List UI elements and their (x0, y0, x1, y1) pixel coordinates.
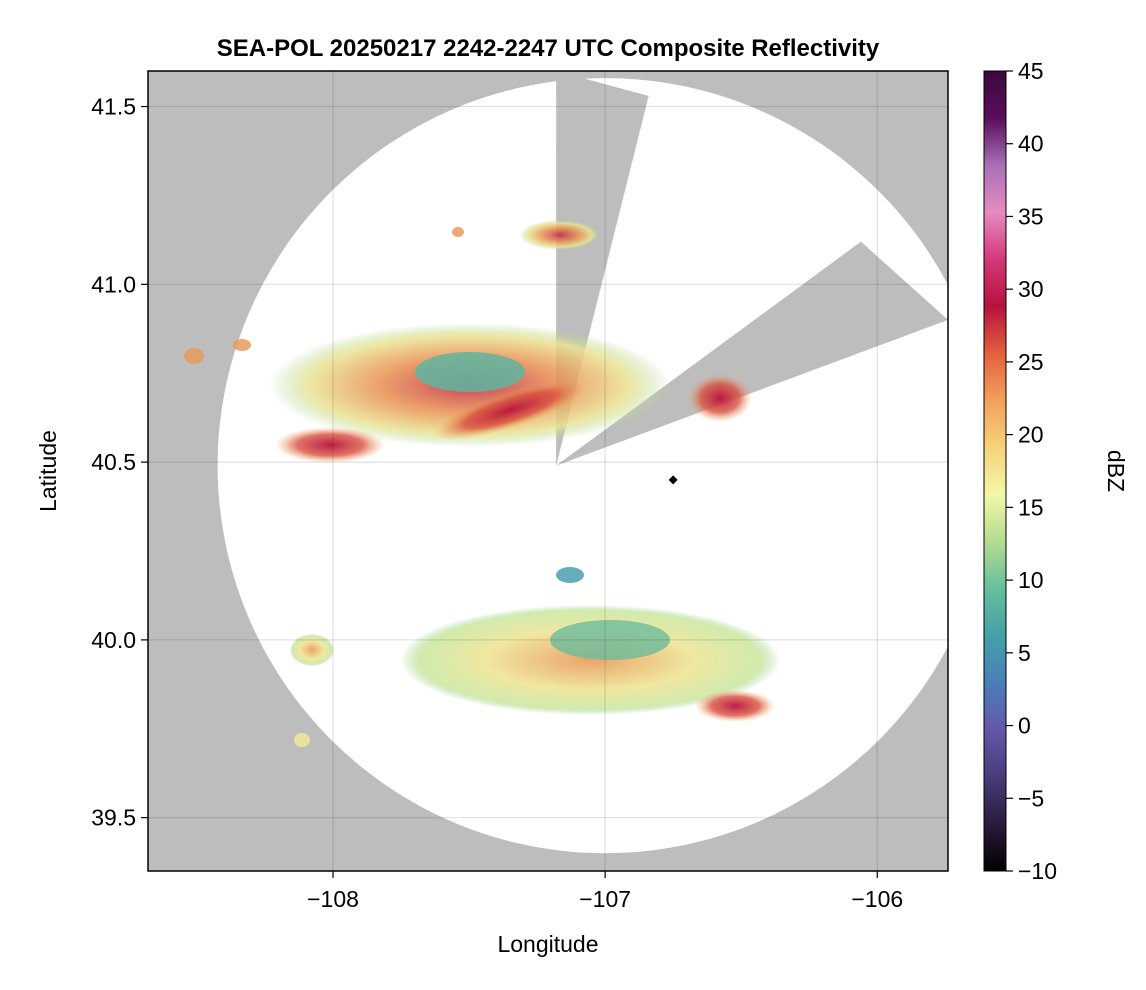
y-tick-label: 41.0 (91, 271, 136, 297)
colorbar-tick-label: 5 (1018, 640, 1031, 666)
colorbar-tick-label: 10 (1018, 567, 1044, 593)
echo-south-top (556, 567, 584, 583)
y-tick-label: 39.5 (91, 805, 136, 831)
x-axis-label: Longitude (497, 931, 598, 957)
echo-small-3 (452, 227, 464, 237)
echo-south-sw (294, 733, 310, 747)
echo-small-1 (184, 348, 204, 364)
colorbar-label: dBZ (1103, 450, 1129, 492)
echo-north-top (520, 220, 600, 250)
x-tick-label: −106 (851, 886, 903, 912)
y-axis-ticks: 39.5 40.0 40.5 41.0 41.5 (91, 94, 148, 831)
y-tick-label: 40.0 (91, 627, 136, 653)
colorbar-tick-label: 0 (1018, 713, 1031, 739)
radar-site-marker (668, 475, 678, 485)
chart-title: SEA-POL 20250217 2242-2247 UTC Composite… (217, 35, 880, 62)
reflectivity-echoes (184, 220, 780, 747)
echo-north-west (275, 427, 385, 463)
colorbar-tick-label: 40 (1018, 131, 1044, 157)
colorbar-tick-label: 25 (1018, 349, 1044, 375)
x-axis-ticks: −108 −107 −106 (307, 871, 903, 912)
echo-south-main (400, 605, 780, 715)
colorbar-ticks: −10 −5 0 5 10 15 20 25 30 35 40 45 (1006, 58, 1057, 884)
colorbar-tick-label: 45 (1018, 58, 1044, 84)
colorbar-tick-label: 15 (1018, 494, 1044, 520)
colorbar-tick-label: 30 (1018, 276, 1044, 302)
echo-south-core (695, 690, 775, 722)
echo-north-core (433, 379, 587, 441)
map-plot-area (147, 70, 949, 872)
echo-small-2 (233, 339, 251, 351)
echo-south-west (290, 634, 334, 666)
x-tick-label: −108 (307, 886, 359, 912)
blocked-sector-2 (556, 241, 948, 466)
map-gridlines (148, 71, 948, 871)
x-tick-label: −107 (579, 886, 631, 912)
plot-frame (147, 70, 949, 872)
y-tick-label: 41.5 (91, 94, 136, 120)
colorbar: −10 −5 0 5 10 15 20 25 30 35 40 45 dBZ (983, 58, 1129, 884)
echo-north-cell (688, 374, 752, 422)
echo-north-teal (415, 352, 525, 392)
colorbar-tick-label: 20 (1018, 422, 1044, 448)
colorbar-gradient (983, 70, 1007, 872)
y-tick-label: 40.5 (91, 449, 136, 475)
y-axis-label: Latitude (35, 430, 61, 512)
colorbar-tick-label: −10 (1018, 858, 1057, 884)
colorbar-tick-label: 35 (1018, 203, 1044, 229)
colorbar-tick-label: −5 (1018, 785, 1044, 811)
echo-south-teal (550, 620, 670, 660)
